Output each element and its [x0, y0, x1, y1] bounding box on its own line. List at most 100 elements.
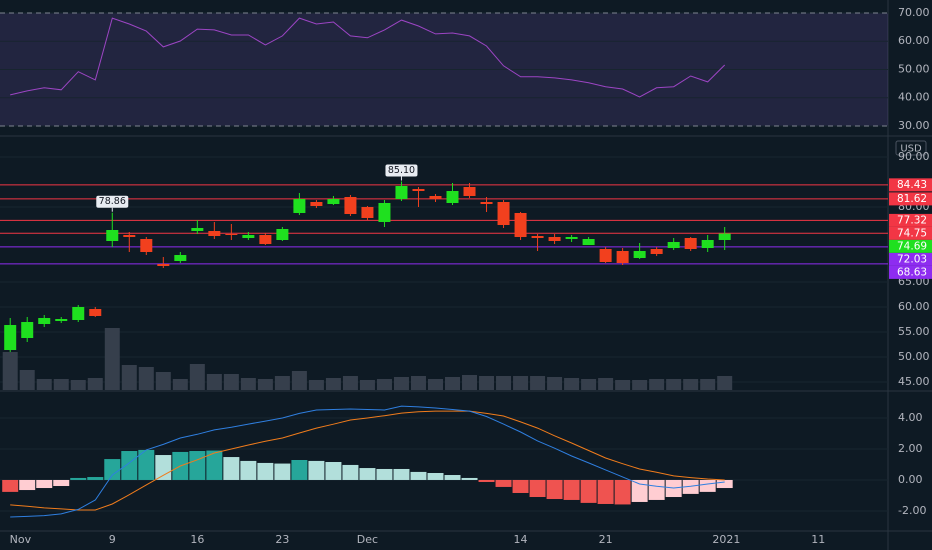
candle-body [361, 207, 374, 218]
candle-body [616, 251, 629, 263]
volume-bar [376, 379, 392, 390]
y-tick-label: 50.00 [898, 350, 930, 363]
candle-body [565, 237, 578, 239]
macd-line [10, 405, 725, 518]
histogram-bar [155, 455, 172, 480]
volume-bar [325, 378, 341, 390]
candle-body [208, 231, 221, 236]
volume-bar [172, 379, 188, 390]
price-tag [889, 178, 932, 192]
y-tick-label: 90.00 [898, 150, 930, 163]
annotation-label: 85.10 [388, 165, 415, 176]
volume-bar [717, 376, 733, 390]
histogram-bar [325, 462, 342, 480]
candle-body [310, 202, 323, 206]
volume-bar [513, 376, 529, 390]
histogram-bar [597, 479, 614, 504]
histogram-bar [410, 471, 427, 480]
volume-bar [581, 379, 597, 390]
histogram-bar [648, 479, 665, 500]
y-tick-label: 40.00 [898, 91, 930, 104]
volume-bar [462, 375, 478, 390]
candle-body [701, 240, 714, 248]
candle-body [633, 251, 646, 258]
histogram-bar [308, 460, 325, 480]
candle-body [123, 235, 136, 237]
volume-bar [121, 365, 137, 390]
candle-body [446, 191, 459, 203]
x-tick-label: 14 [514, 533, 528, 546]
histogram-bar [19, 479, 36, 491]
candle-body [38, 318, 51, 324]
histogram-bar [36, 479, 53, 489]
candle-body [667, 242, 680, 248]
histogram-bar [444, 475, 461, 480]
annotation-box [385, 164, 418, 177]
candle-body [684, 238, 697, 249]
candle-body [463, 187, 476, 196]
y-tick-label: 55.00 [898, 325, 930, 338]
volume-bar [393, 377, 409, 390]
histogram-bar [274, 463, 291, 480]
candle-body [259, 235, 272, 244]
candle-body [531, 236, 544, 238]
price-tag-label: 72.03 [897, 253, 927, 265]
candle-body [140, 239, 153, 252]
candle-body [599, 249, 612, 262]
volume-bar [598, 378, 614, 390]
volume-bar [342, 376, 358, 390]
volume-bar [189, 364, 205, 390]
histogram-bar [512, 479, 529, 493]
volume-bar [496, 376, 512, 390]
y-tick-label: 70.00 [898, 6, 930, 19]
candle-body [395, 186, 408, 199]
volume-bar [308, 380, 324, 390]
unit-box [895, 140, 927, 156]
candle-body [548, 237, 561, 241]
x-tick-label: 23 [275, 533, 289, 546]
histogram-bar [580, 479, 597, 503]
histogram-bar [716, 479, 733, 489]
x-tick-label: 9 [109, 533, 116, 546]
y-tick-label: 2.00 [898, 442, 923, 455]
histogram-bar [240, 460, 257, 480]
price-tag-label: 81.62 [897, 193, 927, 205]
volume-bar [445, 377, 461, 390]
volume-bar [257, 379, 273, 390]
x-tick-label: Nov [10, 533, 32, 546]
volume-bar [410, 376, 426, 390]
y-tick-label: 60.00 [898, 300, 930, 313]
unit-label: USD [900, 144, 922, 155]
x-tick-label: 16 [190, 533, 204, 546]
candle-body [174, 255, 187, 261]
candle-body [718, 233, 731, 240]
y-tick-label: 45.00 [898, 375, 930, 388]
volume-bar [19, 370, 35, 390]
candle-body [4, 325, 17, 350]
volume-bar [291, 371, 307, 390]
candle-body [276, 229, 289, 240]
annotation-box [96, 195, 129, 208]
candle-body [157, 264, 170, 266]
histogram-bar [682, 479, 699, 494]
volume-bar [206, 374, 222, 390]
histogram-bar [699, 479, 716, 492]
y-tick-label: 0.00 [898, 473, 923, 486]
volume-bar [615, 380, 631, 390]
y-tick-label: -2.00 [898, 504, 926, 517]
x-tick-label: 21 [599, 533, 613, 546]
candle-body [327, 199, 340, 204]
x-tick-label: 2021 [712, 533, 740, 546]
price-tag-label: 68.63 [897, 266, 927, 278]
histogram-bar [546, 479, 563, 500]
volume-bar [53, 379, 69, 390]
histogram-bar [2, 479, 19, 492]
y-tick-label: 50.00 [898, 62, 930, 75]
candle-body [344, 197, 357, 214]
volume-bar [87, 378, 103, 390]
price-tag-label: 74.69 [897, 240, 927, 252]
volume-bar [155, 372, 171, 390]
volume-bar [564, 378, 580, 390]
volume-bar [700, 379, 716, 390]
